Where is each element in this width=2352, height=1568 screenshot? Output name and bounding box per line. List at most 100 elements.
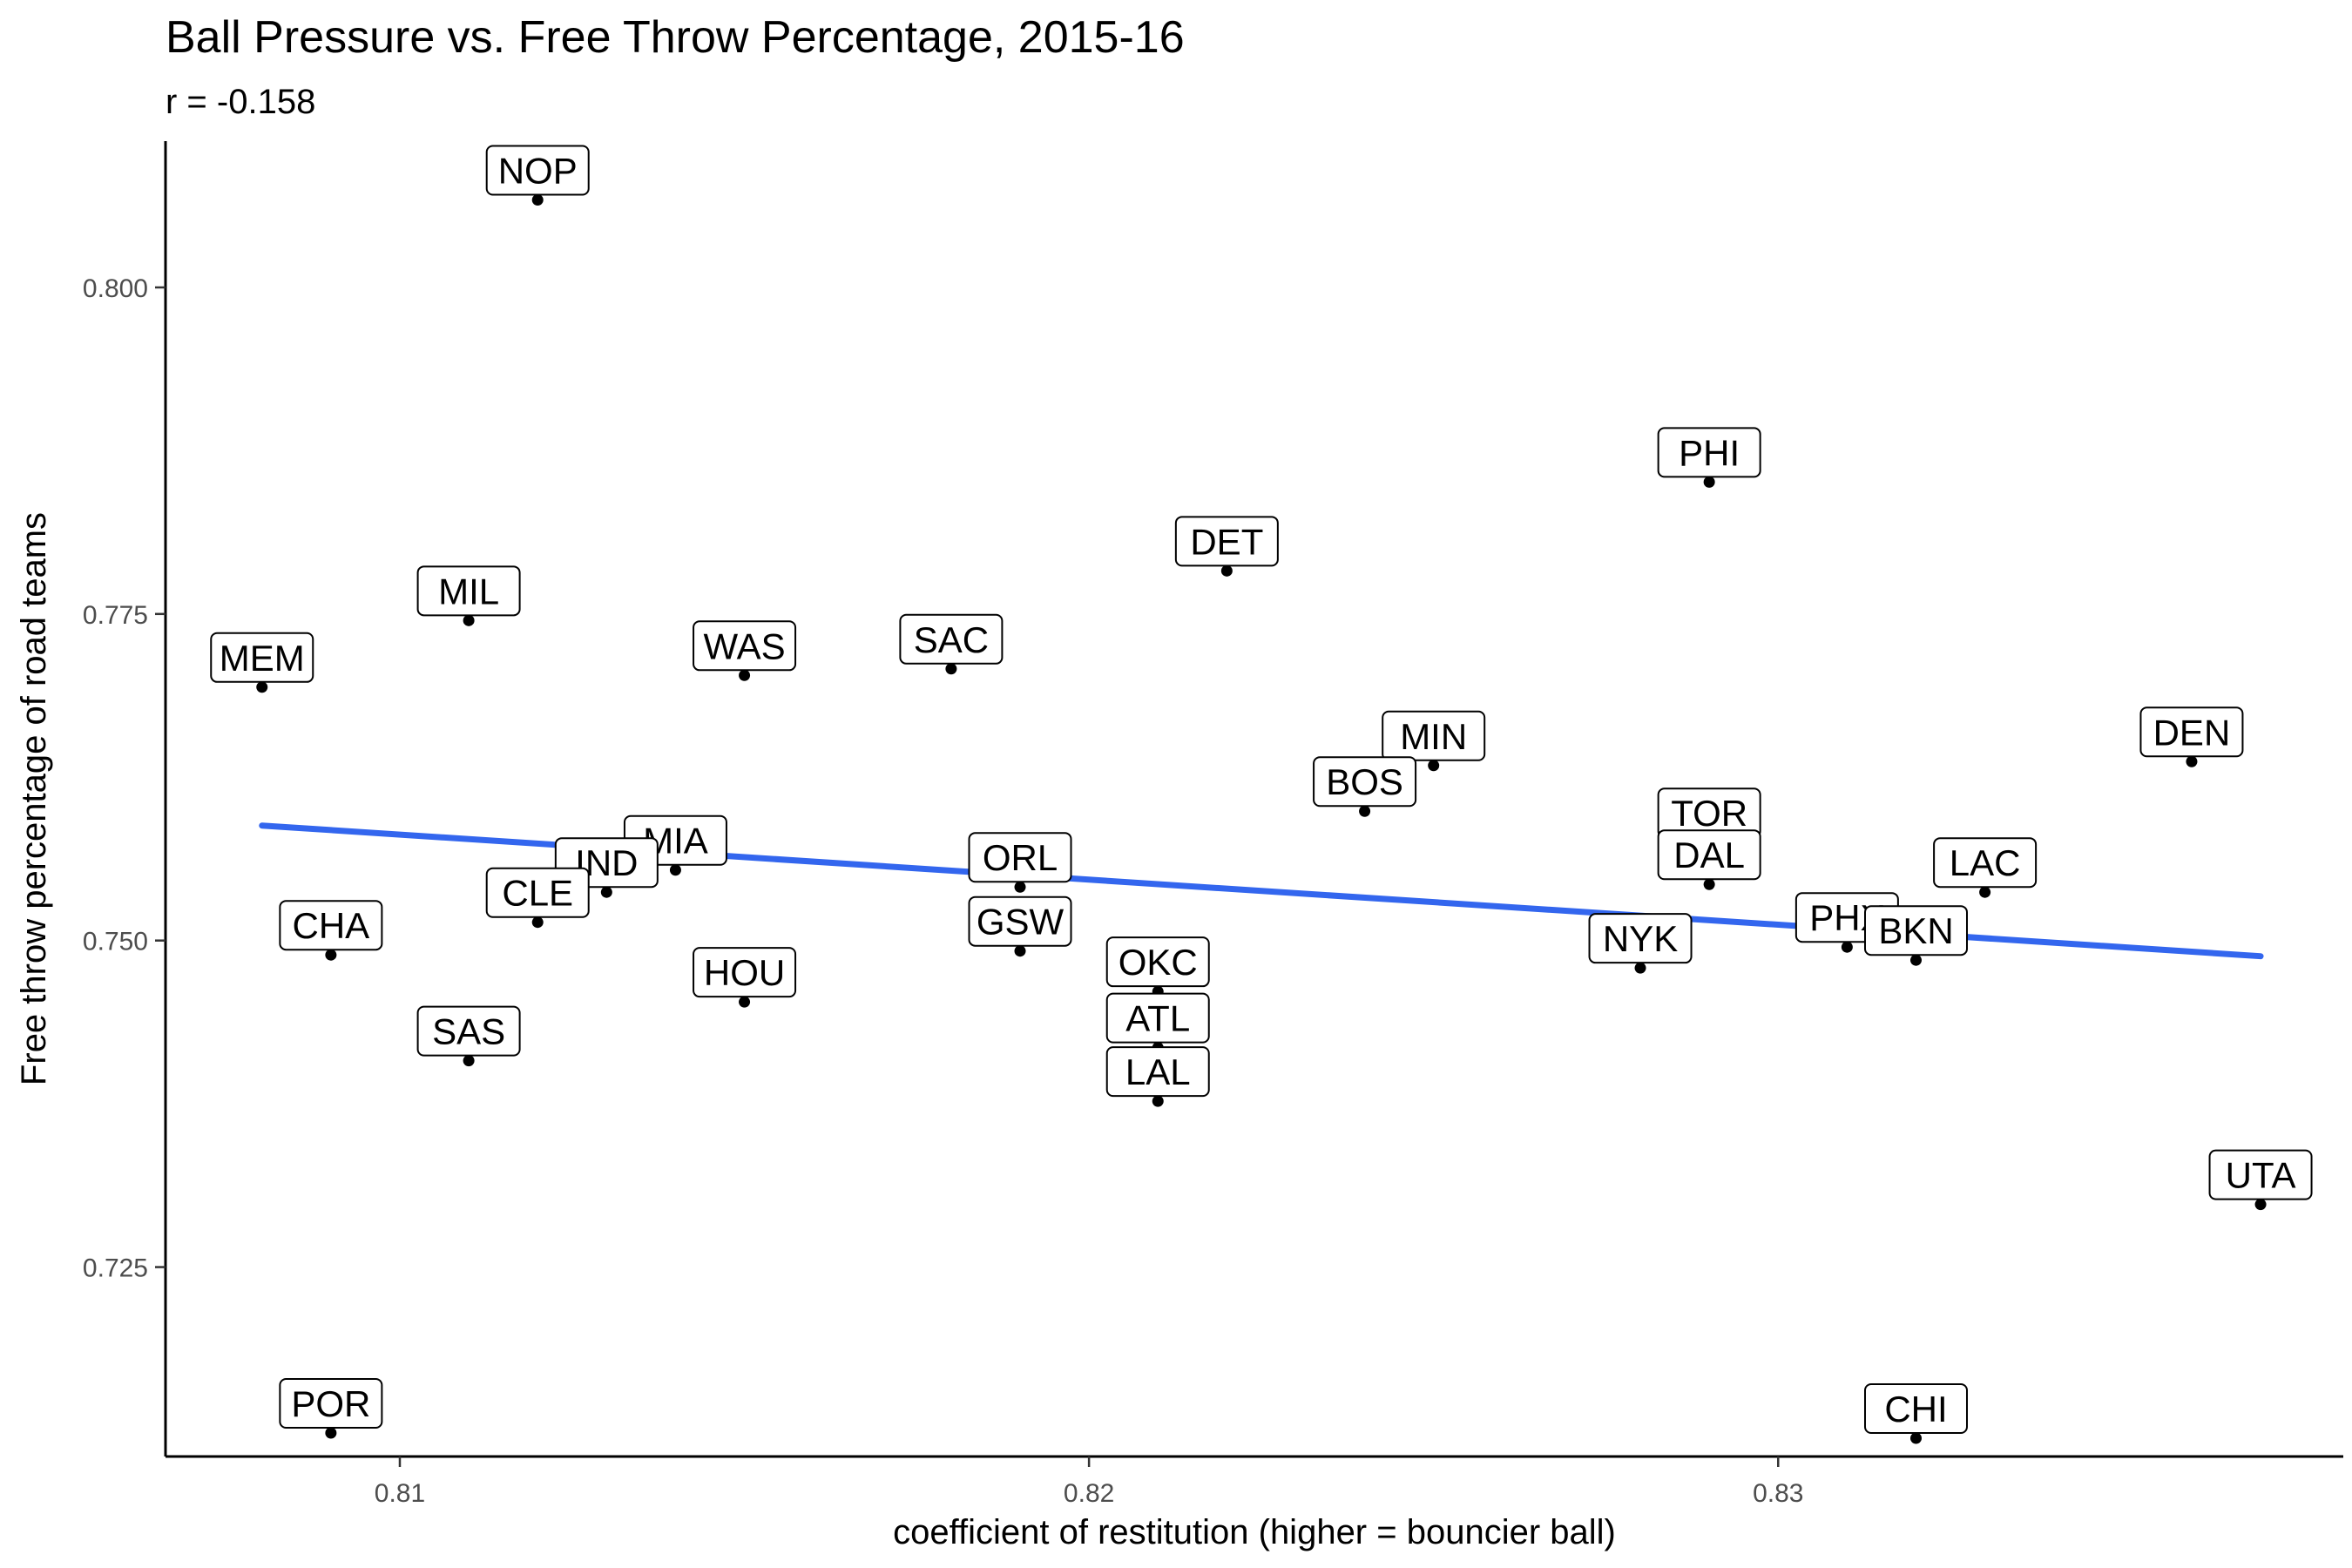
point-label-box: [2139, 706, 2244, 758]
point-label: DET: [1190, 521, 1263, 562]
point-marker: [1014, 881, 1026, 893]
point-marker: [1703, 476, 1715, 488]
y-tick-label: 0.775: [83, 601, 148, 630]
point-marker: [1428, 760, 1440, 772]
point-label: SAC: [914, 619, 989, 660]
data-point-tor: TOR: [1657, 787, 1761, 848]
point-label-box: [1933, 837, 2038, 889]
x-axis-ticks: 0.81 0.82 0.83: [375, 1456, 1803, 1508]
data-point-mem: MEM: [210, 632, 314, 693]
point-label: LAL: [1125, 1051, 1191, 1092]
data-point-mil: MIL: [416, 565, 521, 626]
point-label: PHI: [1679, 432, 1740, 473]
data-point-sac: SAC: [899, 613, 1004, 675]
data-point-cha: CHA: [279, 900, 383, 961]
point-label-box: [1863, 905, 1968, 956]
y-tick-label: 0.800: [83, 274, 148, 303]
data-point-gsw: GSW: [968, 896, 1072, 957]
data-point-uta: UTA: [2208, 1149, 2313, 1211]
data-point-sas: SAS: [416, 1005, 521, 1067]
point-label: HOU: [704, 952, 785, 993]
point-label-box: [1382, 710, 1486, 761]
point-label: MIN: [1400, 716, 1467, 757]
point-label: UTA: [2226, 1155, 2296, 1196]
point-marker: [1703, 878, 1715, 890]
point-label: SAS: [432, 1011, 505, 1052]
point-label: NYK: [1603, 918, 1678, 959]
data-point-phi: PHI: [1657, 427, 1761, 488]
point-label: ATL: [1125, 998, 1190, 1039]
data-point-orl: ORL: [968, 832, 1072, 893]
point-label-box: [968, 832, 1072, 883]
x-tick-label: 0.83: [1753, 1479, 1803, 1508]
data-point-por: POR: [279, 1378, 383, 1439]
data-point-lac: LAC: [1933, 837, 2038, 898]
point-label-box: [279, 1378, 383, 1429]
data-point-atl: ATL: [1105, 992, 1210, 1054]
point-marker: [1359, 805, 1371, 817]
point-label: BOS: [1326, 761, 1403, 802]
point-label-box: [1313, 756, 1417, 808]
point-label: CLE: [502, 873, 573, 914]
point-label: GSW: [977, 902, 1064, 943]
point-label: TOR: [1671, 793, 1747, 834]
data-point-det: DET: [1174, 516, 1279, 577]
point-marker: [463, 614, 475, 626]
point-label-box: [1105, 1046, 1210, 1098]
point-marker: [1909, 1432, 1922, 1444]
data-point-bos: BOS: [1313, 756, 1417, 817]
data-point-was: WAS: [693, 620, 797, 681]
point-label-box: [1588, 913, 1693, 964]
point-label-box: [416, 565, 521, 617]
point-label-box: [1657, 427, 1761, 478]
point-marker: [1152, 1095, 1164, 1107]
point-marker: [1220, 564, 1233, 577]
y-axis-title: Free throw percentage of road teams: [15, 512, 53, 1085]
point-label-box: [1105, 936, 1210, 988]
chart-title: Ball Pressure vs. Free Throw Percentage,…: [166, 12, 1185, 63]
y-axis-ticks: 0.725 0.750 0.775 0.800: [83, 274, 166, 1283]
data-point-nop: NOP: [485, 145, 590, 206]
point-label-box: [1174, 516, 1279, 567]
point-label-box: [693, 620, 797, 672]
point-label: CHA: [293, 905, 370, 946]
y-tick-label: 0.750: [83, 928, 148, 956]
point-label-box: [485, 145, 590, 196]
point-label: CHI: [1884, 1389, 1947, 1429]
point-marker: [1841, 941, 1853, 953]
point-marker: [1979, 886, 1991, 898]
point-label-box: [1863, 1383, 1968, 1435]
point-label-box: [968, 896, 1072, 947]
point-marker: [256, 681, 268, 693]
point-marker: [531, 916, 544, 929]
point-label: ORL: [983, 837, 1058, 878]
point-marker: [325, 1427, 337, 1439]
point-label-box: [485, 867, 590, 918]
point-marker: [2186, 755, 2198, 767]
point-label: DEN: [2153, 712, 2231, 753]
point-marker: [739, 996, 751, 1008]
point-label: DAL: [1673, 835, 1745, 875]
data-point-chi: CHI: [1863, 1383, 1968, 1444]
point-marker: [1909, 954, 1922, 966]
point-label-box: [416, 1005, 521, 1057]
point-label: WAS: [703, 625, 785, 666]
x-tick-label: 0.82: [1064, 1479, 1114, 1508]
point-marker: [739, 669, 751, 681]
point-label-box: [693, 947, 797, 998]
point-label: OKC: [1119, 942, 1198, 983]
point-marker: [463, 1055, 475, 1067]
point-label-box: [210, 632, 314, 683]
point-label-box: [899, 613, 1004, 665]
point-label: MIL: [438, 571, 499, 612]
chart-subtitle: r = -0.158: [166, 83, 315, 121]
data-point-den: DEN: [2139, 706, 2244, 767]
data-point-bkn: BKN: [1863, 905, 1968, 966]
x-axis-title: coefficient of restitution (higher = bou…: [893, 1513, 1616, 1551]
point-marker: [1014, 945, 1026, 957]
point-label: NOP: [498, 150, 578, 191]
point-marker: [2254, 1199, 2267, 1211]
point-marker: [531, 193, 544, 206]
